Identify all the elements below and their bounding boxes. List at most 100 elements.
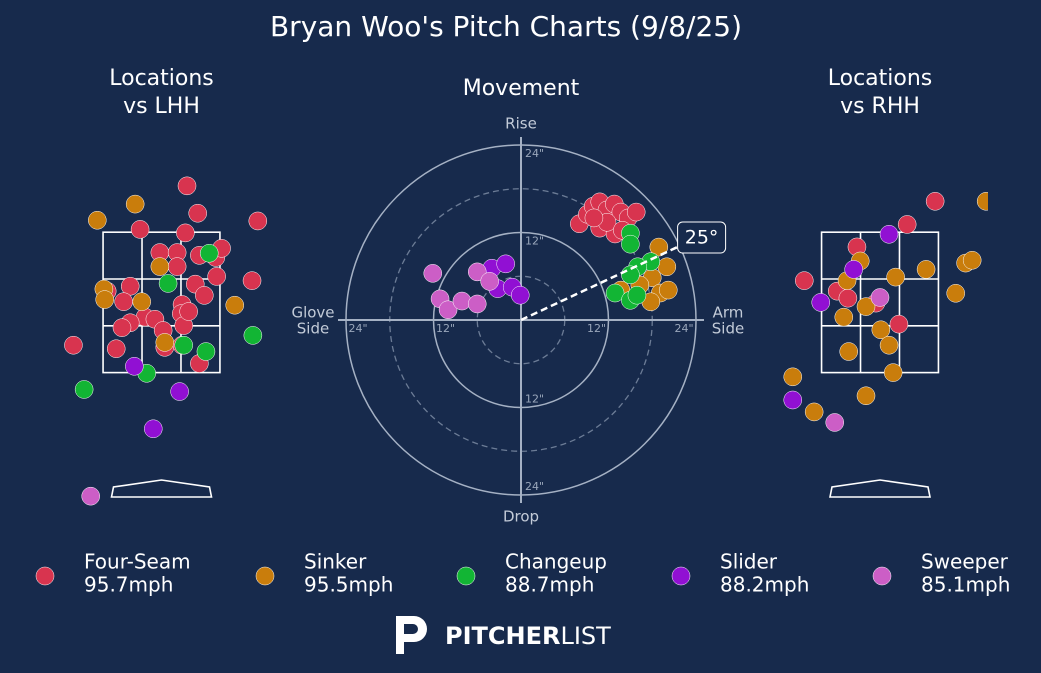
ring-label: 12" — [587, 322, 606, 335]
pitch-point — [838, 288, 858, 308]
legend-name: Sinker — [304, 550, 367, 574]
movement-point — [626, 202, 646, 222]
ring-label: 12" — [436, 322, 455, 335]
pitch-point — [155, 333, 175, 352]
pitch-point — [925, 192, 945, 211]
movement-point — [423, 264, 443, 283]
movement-point — [496, 254, 515, 274]
pitch-point — [225, 295, 245, 315]
direction-label: Side — [712, 320, 744, 338]
legend-marker — [671, 566, 691, 586]
pitch-point — [962, 251, 982, 270]
movement-point — [627, 285, 647, 305]
pitch-point — [946, 284, 965, 303]
pitch-point — [130, 220, 150, 239]
movement-point — [657, 257, 677, 277]
logo-light: LIST — [560, 622, 611, 650]
pitch-point — [176, 223, 195, 243]
direction-label: Arm — [713, 304, 744, 322]
pitch-point — [170, 382, 189, 401]
logo-bold: PITCHER — [445, 622, 560, 650]
pitch-point — [844, 260, 863, 279]
legend-name: Changeup — [505, 550, 607, 574]
legend-velocity: 88.7mph — [505, 573, 594, 597]
pitch-point — [112, 318, 132, 337]
movement-point — [511, 285, 530, 305]
chart-title: Locations — [828, 66, 933, 91]
pitch-point — [95, 290, 114, 309]
movement-point — [605, 283, 625, 303]
pitch-point — [242, 271, 262, 290]
pitch-point — [834, 307, 854, 327]
pitch-point — [795, 271, 814, 290]
pitch-point — [177, 176, 197, 196]
pitch-point — [74, 380, 94, 399]
ring-label: 24" — [348, 322, 367, 335]
arm-angle-line — [520, 244, 681, 322]
logo-icon — [396, 616, 427, 654]
legend-velocity: 95.7mph — [84, 573, 173, 597]
pitch-point — [132, 292, 151, 311]
chart-title: vs RHH — [840, 94, 920, 119]
pitch-point — [889, 314, 909, 334]
legend-marker — [35, 566, 55, 586]
pitch-point — [839, 342, 858, 361]
plot-area — [64, 176, 268, 506]
movement-point — [659, 280, 678, 300]
movement-point — [584, 208, 604, 228]
legend-name: Four-Seam — [84, 550, 191, 574]
pitch-point — [804, 402, 824, 422]
movement-point — [621, 265, 640, 285]
pitch-point — [167, 257, 187, 276]
pitch-point — [825, 413, 844, 432]
legend-marker — [255, 566, 275, 586]
pitch-point — [195, 286, 214, 305]
ring-label: 24" — [674, 322, 693, 335]
legend-velocity: 95.5mph — [304, 573, 393, 597]
movement-point — [438, 300, 458, 320]
movement-point — [468, 294, 487, 314]
pitch-point — [871, 320, 891, 340]
pitch-point — [883, 363, 903, 382]
pitch-point — [248, 211, 268, 231]
pitch-point — [158, 274, 178, 293]
pitch-point — [174, 335, 193, 355]
ring-label: 12" — [525, 235, 544, 248]
pitch-point — [783, 367, 803, 387]
pitch-point — [916, 260, 936, 279]
chart-title: Locations — [109, 66, 214, 91]
direction-label: Drop — [503, 508, 539, 526]
logo: PITCHERLIST — [396, 616, 611, 654]
direction-label: Rise — [505, 115, 537, 133]
home-plate — [110, 479, 213, 498]
ring-label: 24" — [525, 480, 544, 493]
pitch-point — [125, 357, 144, 376]
ring-label: 12" — [525, 393, 544, 406]
pitch-point — [88, 211, 107, 230]
pitch-point — [106, 339, 126, 358]
pitch-point — [886, 267, 905, 287]
logo-text: PITCHERLIST — [445, 622, 611, 650]
movement-point — [649, 237, 669, 257]
pitch-point — [188, 203, 207, 223]
chart-title: Movement — [463, 76, 580, 101]
legend-name: Slider — [720, 550, 778, 574]
movement-point — [452, 291, 472, 311]
plot-area — [783, 192, 988, 432]
pitch-point — [856, 297, 876, 316]
chart-title: vs LHH — [123, 94, 200, 119]
page-title: Bryan Woo's Pitch Charts (9/8/25) — [270, 10, 742, 43]
legend-marker — [456, 566, 476, 586]
pitch-point — [897, 215, 917, 234]
pitch-point — [207, 267, 226, 286]
pitch-point — [81, 486, 100, 506]
pitch-point — [976, 192, 988, 211]
pitch-point — [870, 288, 890, 307]
legend-velocity: 88.2mph — [720, 573, 809, 597]
pitch-point — [199, 244, 219, 263]
ring-label: 24" — [525, 147, 544, 160]
pitch-point — [243, 326, 263, 345]
pitch-point — [125, 194, 145, 214]
direction-label: Side — [297, 320, 329, 338]
